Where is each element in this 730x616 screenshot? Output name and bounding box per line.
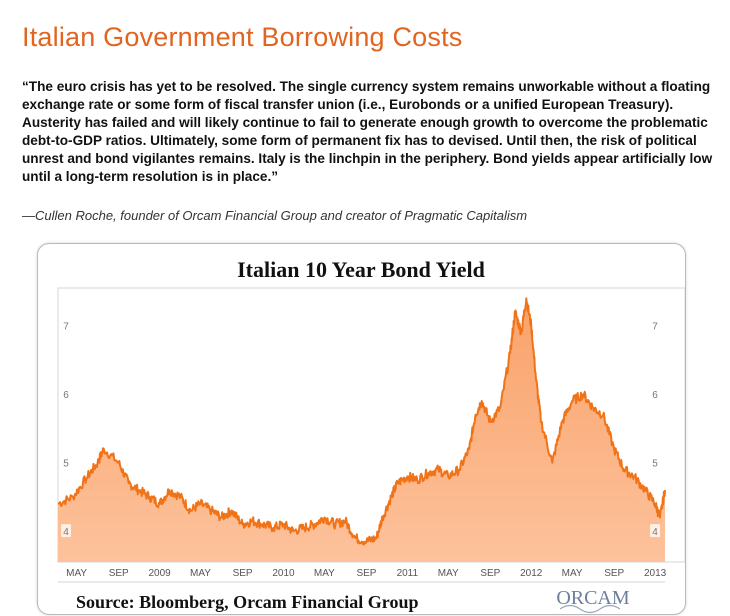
y-tick-right: 4 (652, 527, 658, 538)
yield-line (57, 297, 666, 546)
x-tick-label: SEP (604, 568, 624, 579)
y-tick-left-box (61, 524, 71, 538)
x-tick-label: MAY (190, 568, 211, 579)
quote-text: “The euro crisis has yet to be resolved.… (22, 79, 713, 184)
x-tick-label: MAY (562, 568, 583, 579)
y-tick-left-box (61, 455, 71, 469)
x-tick-label: 2011 (397, 568, 419, 579)
x-tick-label: 2012 (520, 568, 543, 579)
orcam-logo-wave-icon (559, 604, 621, 614)
y-tick-right-box (650, 318, 660, 332)
y-tick-left: 7 (63, 322, 69, 333)
y-tick-right: 7 (652, 322, 658, 333)
x-tick-label: SEP (480, 568, 500, 579)
bond-yield-chart: Italian 10 Year Bond Yield 4 4 5 5 6 6 7 7 MAY SE… (57, 257, 685, 614)
chart-source: Source: Bloomberg, Orcam Financial Group (76, 592, 419, 612)
y-tick-left: 4 (63, 527, 69, 538)
y-tick-left: 6 (63, 390, 69, 401)
page-title: Italian Government Borrowing Costs (22, 22, 463, 52)
chart-card: Italian 10 Year Bond Yield 4 4 5 5 6 6 7 7 MAY SE… (37, 243, 686, 615)
y-tick-left-box (61, 318, 71, 332)
y-tick-left-box (61, 387, 71, 401)
x-tick-label: MAY (314, 568, 335, 579)
x-tick-label: 2009 (148, 568, 171, 579)
quote-attribution: —Cullen Roche, founder of Orcam Financia… (22, 208, 528, 223)
x-tick-label: MAY (66, 568, 87, 579)
y-tick-left: 5 (63, 459, 69, 470)
y-tick-right-box (650, 387, 660, 401)
y-tick-right: 5 (652, 459, 658, 470)
y-tick-right-box (650, 455, 660, 469)
x-tick-label: SEP (356, 568, 376, 579)
orcam-logo: ORCAM (556, 587, 630, 614)
x-tick-label: 2010 (272, 568, 295, 579)
y-tick-right-box (650, 524, 660, 538)
yield-area (58, 298, 665, 562)
x-tick-label: MAY (438, 568, 459, 579)
x-tick-label: SEP (233, 568, 253, 579)
orcam-logo-text: ORCAM (556, 587, 630, 609)
x-tick-label: SEP (109, 568, 129, 579)
chart-title: Italian 10 Year Bond Yield (237, 257, 485, 282)
y-tick-right: 6 (652, 390, 658, 401)
x-tick-label: 2013 (644, 568, 667, 579)
